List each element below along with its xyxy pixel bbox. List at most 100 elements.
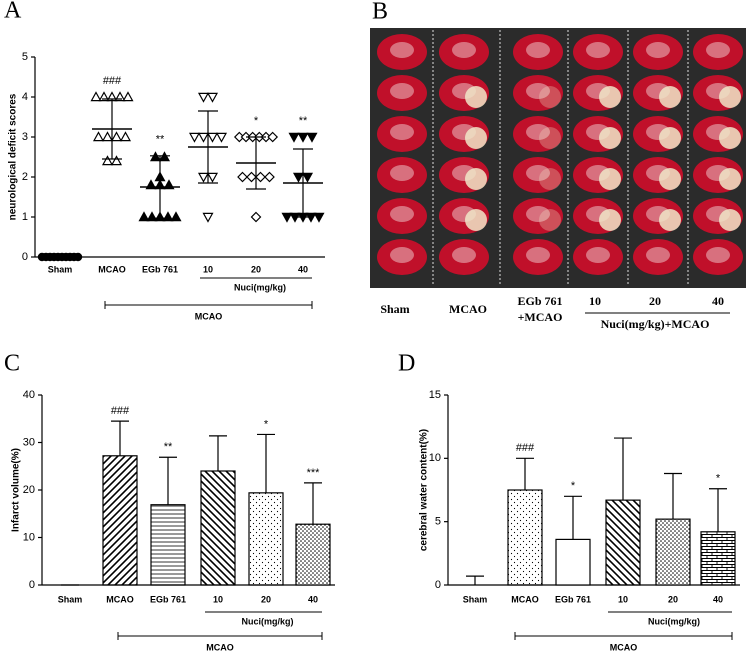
y-tick-label: 2 xyxy=(22,171,28,183)
y-tick-label: 10 xyxy=(23,531,35,543)
y-tick-label: 15 xyxy=(429,389,441,401)
bar xyxy=(200,470,236,586)
y-axis-label: neurological deficit scores xyxy=(8,93,19,220)
x-tick-label: EGb 761 xyxy=(150,594,186,604)
infarct xyxy=(539,209,561,231)
y-tick-label: 40 xyxy=(23,389,35,401)
y-tick-label: 0 xyxy=(22,251,28,263)
x-tick-label: Sham xyxy=(463,594,488,604)
y-tick-label: 0 xyxy=(435,579,441,591)
infarct xyxy=(659,168,681,190)
x-tick-label: 40 xyxy=(298,264,308,274)
slice-center xyxy=(646,247,670,263)
x-tick-label: 10 xyxy=(618,594,628,604)
data-point xyxy=(146,211,158,222)
slice-center xyxy=(390,124,414,140)
data-point xyxy=(237,171,248,183)
infarct xyxy=(599,168,621,190)
x-tick-label: 20 xyxy=(251,264,261,274)
x-tick-label: MCAO xyxy=(106,594,134,604)
data-point xyxy=(110,131,123,142)
panel-letter: D xyxy=(398,351,415,377)
x-tick-label: 40 xyxy=(308,594,318,604)
y-axis-label: cerebral water content(%) xyxy=(419,429,430,551)
bar xyxy=(150,504,186,586)
y-tick-label: 20 xyxy=(23,484,35,496)
slice-center xyxy=(526,247,550,263)
slice-center xyxy=(646,42,670,58)
data-point xyxy=(215,132,228,143)
infarct xyxy=(599,209,621,231)
data-point xyxy=(162,211,174,222)
significance: ** xyxy=(299,115,308,127)
photo-label: +MCAO xyxy=(518,310,563,324)
x-tick-label: MCAO xyxy=(511,594,539,604)
significance: * xyxy=(571,480,576,492)
photo-label: 20 xyxy=(649,294,661,308)
x-tick-label: 10 xyxy=(203,264,213,274)
photo-label: EGb 761 xyxy=(517,294,562,308)
slice-center xyxy=(586,42,610,58)
x-tick-label: 20 xyxy=(668,594,678,604)
bar xyxy=(655,518,691,586)
y-tick-label: 5 xyxy=(435,516,441,528)
data-point xyxy=(255,171,266,183)
x-tick-label: 40 xyxy=(713,594,723,604)
y-axis-label: Infarct volume(%) xyxy=(11,448,22,532)
data-point xyxy=(197,132,210,143)
slice-center xyxy=(526,124,550,140)
data-point xyxy=(206,92,219,103)
bar xyxy=(700,531,736,586)
data-point xyxy=(264,171,275,183)
slice-center xyxy=(526,165,550,181)
x-tick-label: MCAO xyxy=(98,264,126,274)
slice-center xyxy=(390,247,414,263)
data-point xyxy=(306,132,318,143)
data-point xyxy=(202,212,214,223)
data-point xyxy=(149,151,162,162)
significance: *** xyxy=(307,467,321,479)
infarct xyxy=(719,168,741,190)
data-point xyxy=(297,132,309,143)
slice-center xyxy=(390,83,414,99)
photo-label: MCAO xyxy=(449,302,487,316)
data-point xyxy=(73,252,83,262)
data-point xyxy=(197,92,210,103)
infarct xyxy=(599,86,621,108)
infarct xyxy=(465,168,487,190)
infarct xyxy=(539,127,561,149)
panel-letter: B xyxy=(372,0,388,25)
data-point xyxy=(281,212,293,223)
significance: ** xyxy=(164,441,173,453)
slice-center xyxy=(706,42,730,58)
y-tick-label: 4 xyxy=(22,91,28,103)
infarct xyxy=(719,127,741,149)
infarct xyxy=(659,86,681,108)
data-point xyxy=(170,211,182,222)
data-point xyxy=(246,171,257,183)
infarct xyxy=(599,127,621,149)
group-label: MCAO xyxy=(610,642,638,652)
slice-center xyxy=(526,42,550,58)
x-tick-label: EGb 761 xyxy=(555,594,591,604)
bar xyxy=(605,499,641,586)
infarct xyxy=(719,86,741,108)
photo-label: 40 xyxy=(712,294,724,308)
data-point xyxy=(110,155,123,166)
data-point xyxy=(158,151,171,162)
data-point xyxy=(101,131,114,142)
bar xyxy=(295,523,331,586)
group-label: Nuci(mg/kg) xyxy=(241,616,293,626)
infarct xyxy=(465,86,487,108)
infarct xyxy=(539,86,561,108)
brain-slices xyxy=(377,34,743,275)
bar xyxy=(507,489,543,586)
group-label: Nuci(mg/kg) xyxy=(234,282,286,292)
bar xyxy=(102,455,138,586)
data-point xyxy=(250,211,262,223)
significance: * xyxy=(254,115,259,127)
y-tick-label: 1 xyxy=(22,211,28,223)
slice-center xyxy=(526,206,550,222)
data-point xyxy=(197,172,210,183)
